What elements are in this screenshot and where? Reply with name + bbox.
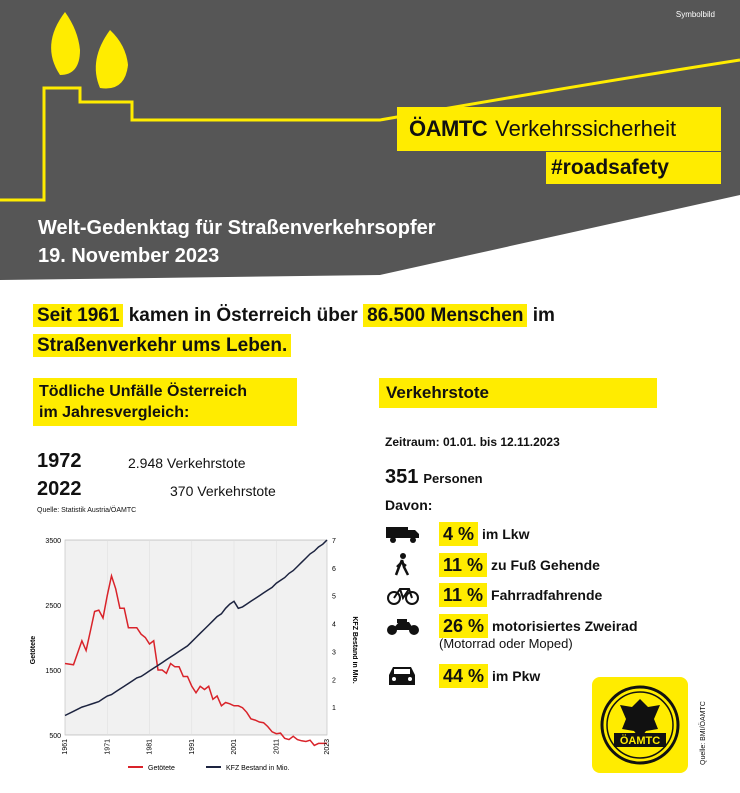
motorcycle-icon (385, 612, 425, 640)
title-line-2: 19. November 2023 (38, 245, 220, 267)
brand-logo: ÖAMTC (409, 116, 488, 141)
y-tick-label: 2500 (45, 603, 61, 610)
banner-background (0, 0, 740, 280)
x-tick-label: 2011 (273, 739, 280, 754)
y-right-tick-label: 4 (332, 622, 336, 629)
candle-outline (0, 58, 740, 202)
value-2022: 370 Verkehrstote (170, 483, 276, 499)
stat-pct: 26 % (439, 614, 489, 638)
personen-label: Personen (423, 471, 483, 486)
stat-pkw: 44 % im Pkw (385, 662, 540, 690)
left-section-title-2: im Jahresvergleich: (39, 404, 190, 421)
stat-zweirad: 26 % motorisiertes Zweirad (385, 612, 638, 640)
x-tick-label: 1991 (189, 739, 196, 755)
stat-pct: 11 % (439, 583, 488, 607)
zeitraum: Zeitraum: 01.01. bis 12.11.2023 (385, 435, 560, 449)
candle-flame-left (51, 12, 80, 75)
stat-label: motorisiertes Zweirad (492, 618, 638, 634)
brand-text: Verkehrssicherheit (495, 116, 677, 141)
personen-count: 351 (385, 466, 419, 488)
right-source: Quelle: BMI/ÖAMTC (700, 701, 707, 765)
y-right-tick-label: 3 (332, 649, 336, 656)
stat-pct: 4 % (439, 522, 479, 546)
symbolbild-label: Symbolbild (675, 10, 715, 19)
personen: 351 Personen (385, 466, 483, 489)
y-right-tick-label: 5 (332, 594, 336, 601)
title-line-1: Welt-Gedenktag für Straßenverkehrsopfer (38, 217, 436, 239)
x-tick-label: 1971 (104, 739, 111, 755)
legend-kfz: KFZ Bestand in Mio. (226, 765, 289, 772)
headline: Seit 1961 kamen in Österreich über 86.50… (33, 301, 555, 361)
stat-label: zu Fuß Gehende (491, 557, 600, 573)
grid (64, 540, 328, 735)
right-section-title: Verkehrstote (379, 378, 657, 408)
y-right-tick-label: 1 (332, 705, 336, 712)
motor-sublabel: (Motorrad oder Moped) (439, 636, 573, 651)
truck-icon (385, 520, 425, 548)
davon: Davon: (385, 497, 433, 513)
oeamtc-logo: ÖAMTC (592, 677, 688, 773)
candle-flame-right (95, 30, 128, 89)
value-1972: 2.948 Verkehrstote (128, 455, 246, 471)
x-tick-label: 1981 (147, 739, 154, 755)
y-tick-label: 3500 (45, 538, 61, 545)
left-section-title-1: Tödliche Unfälle Österreich (39, 383, 248, 400)
year-2022: 2022 (37, 478, 82, 500)
stat-label: Fahrradfahrende (491, 587, 603, 603)
page-title: Welt-Gedenktag für Straßenverkehrsopfer … (38, 214, 436, 270)
y-axis-label-right: KFZ Bestand in Mio. (351, 616, 358, 683)
stat-fuss: 11 % zu Fuß Gehende (385, 551, 600, 579)
y-right-tick-label: 2 (332, 677, 336, 684)
stat-label: im Lkw (482, 526, 530, 542)
series-kfz-line (64, 539, 328, 717)
brand-box: ÖAMTC Verkehrssicherheit (397, 107, 721, 151)
x-tick-label: 2023 (324, 739, 331, 755)
car-icon (385, 662, 425, 690)
year-1972: 1972 (37, 450, 82, 472)
fatalities-chart: 500 1500 2500 3500 1 2 3 4 5 6 7 1961 1971 1981 1991 20… (30, 538, 358, 772)
headline-line2: Straßenverkehr ums Leben. (33, 334, 292, 357)
left-source: Quelle: Statistik Austria/ÖAMTC (37, 507, 137, 514)
stat-label: im Pkw (492, 668, 541, 684)
stat-lkw: 4 % im Lkw (385, 520, 530, 548)
stat-pct: 44 % (439, 664, 489, 688)
header-banner: Symbolbild ÖAMTC Verkehrssicherheit #roa… (0, 0, 740, 300)
series-getotete-line (64, 573, 327, 747)
lines (64, 539, 328, 747)
headline-number: 86.500 Menschen (363, 304, 528, 327)
stat-fahrrad: 11 % Fahrradfahrende (385, 581, 602, 609)
headline-kamen: kamen in Österreich über (128, 305, 358, 326)
headline-seit: Seit 1961 (33, 304, 124, 327)
y-axis-label: Getötete (30, 636, 37, 665)
y-tick-label: 500 (49, 733, 61, 740)
y-tick-label: 1500 (45, 668, 61, 675)
x-tick-label: 2001 (231, 739, 238, 755)
headline-im: im (532, 305, 555, 326)
y-right-tick-label: 7 (332, 538, 336, 545)
ticks: 500 1500 2500 3500 1 2 3 4 5 6 7 1961 1971 1981 1991 20… (45, 538, 336, 755)
left-section-title: Tödliche Unfälle Österreich im Jahresver… (33, 378, 297, 426)
x-tick-label: 1961 (62, 739, 69, 755)
hashtag: #roadsafety (546, 152, 721, 184)
y-right-tick-label: 6 (332, 566, 336, 573)
pedestrian-icon (385, 551, 425, 579)
logo-text: ÖAMTC (620, 734, 660, 747)
legend-getotete: Getötete (148, 765, 175, 772)
stat-pct: 11 % (439, 553, 488, 577)
banner-graphic (0, 0, 740, 280)
bicycle-icon (385, 581, 425, 609)
